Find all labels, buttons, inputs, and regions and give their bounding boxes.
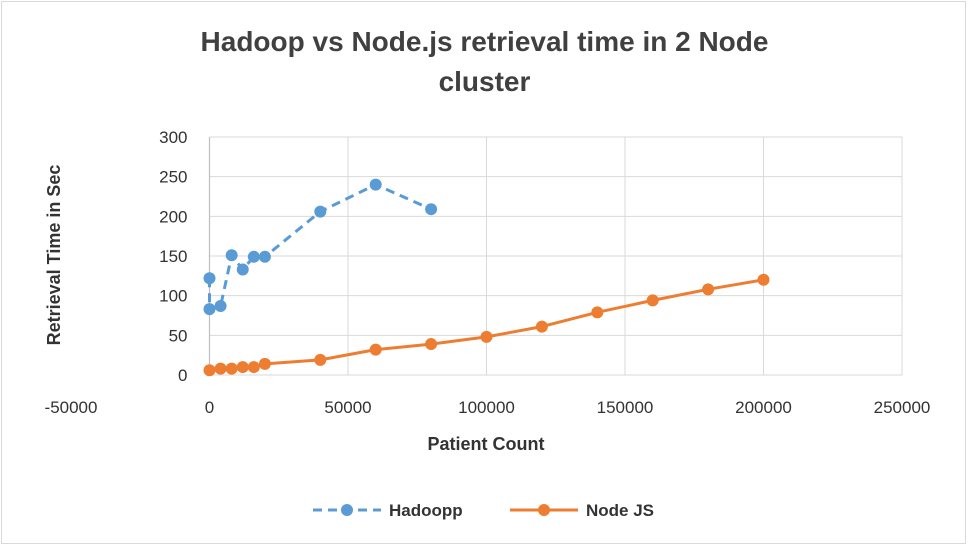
- data-point: [314, 205, 327, 218]
- chart-title-line-2: cluster: [438, 66, 531, 97]
- data-point: [203, 364, 216, 377]
- x-axis-label: Patient Count: [428, 434, 545, 454]
- data-point: [258, 250, 271, 263]
- data-point: [591, 306, 604, 319]
- chart-title: Hadoop vs Node.js retrieval time in 2 No…: [0, 22, 969, 102]
- x-axis-ticks: -50000 0 50000 100000 150000 200000 250000: [45, 398, 931, 417]
- y-axis-ticks: 0 50 100 150 200 250 300: [159, 128, 187, 385]
- y-tick-label: 150: [159, 247, 187, 266]
- legend: Hadoopp Node JS: [313, 501, 654, 520]
- series-line: [208, 183, 432, 311]
- data-point: [258, 357, 271, 370]
- data-point: [247, 361, 260, 374]
- data-point: [236, 361, 249, 374]
- x-tick-label: 0: [205, 398, 214, 417]
- data-point: [203, 272, 216, 285]
- chart-title-line-1: Hadoop vs Node.js retrieval time in 2 No…: [200, 26, 769, 57]
- data-point: [480, 330, 493, 343]
- data-point: [225, 362, 238, 375]
- data-point: [247, 250, 260, 263]
- legend-marker: [538, 504, 550, 516]
- data-point: [214, 299, 227, 312]
- data-point: [702, 283, 715, 296]
- data-point: [203, 303, 216, 316]
- data-point: [646, 294, 659, 307]
- x-tick-label: 250000: [874, 398, 931, 417]
- data-point: [425, 203, 438, 216]
- x-tick-label: 200000: [735, 398, 792, 417]
- y-tick-label: 0: [178, 366, 187, 385]
- series-1: [203, 178, 438, 316]
- data-point: [425, 338, 438, 351]
- data-point: [369, 178, 382, 191]
- y-tick-label: 100: [159, 287, 187, 306]
- y-tick-label: 50: [169, 326, 188, 345]
- data-point: [757, 273, 770, 286]
- x-tick-label: -50000: [45, 398, 98, 417]
- x-tick-label: 100000: [458, 398, 515, 417]
- data-point: [214, 362, 227, 375]
- y-axis-label: Retrieval Time in Sec: [44, 165, 64, 346]
- legend-item: Hadoopp: [313, 501, 463, 520]
- legend-label: Hadoopp: [389, 501, 463, 520]
- y-tick-label: 250: [159, 168, 187, 187]
- legend-marker: [341, 504, 353, 516]
- data-point: [314, 353, 327, 366]
- series-2: [203, 273, 770, 377]
- legend-item: Node JS: [510, 501, 654, 520]
- y-tick-label: 200: [159, 207, 187, 226]
- y-tick-label: 300: [159, 128, 187, 147]
- data-point: [369, 343, 382, 356]
- gridlines: [208, 136, 903, 376]
- data-point: [225, 249, 238, 262]
- x-tick-label: 150000: [597, 398, 654, 417]
- legend-label: Node JS: [586, 501, 654, 520]
- x-tick-label: 50000: [324, 398, 371, 417]
- series-group: [203, 178, 770, 377]
- data-point: [236, 263, 249, 276]
- data-point: [535, 320, 548, 333]
